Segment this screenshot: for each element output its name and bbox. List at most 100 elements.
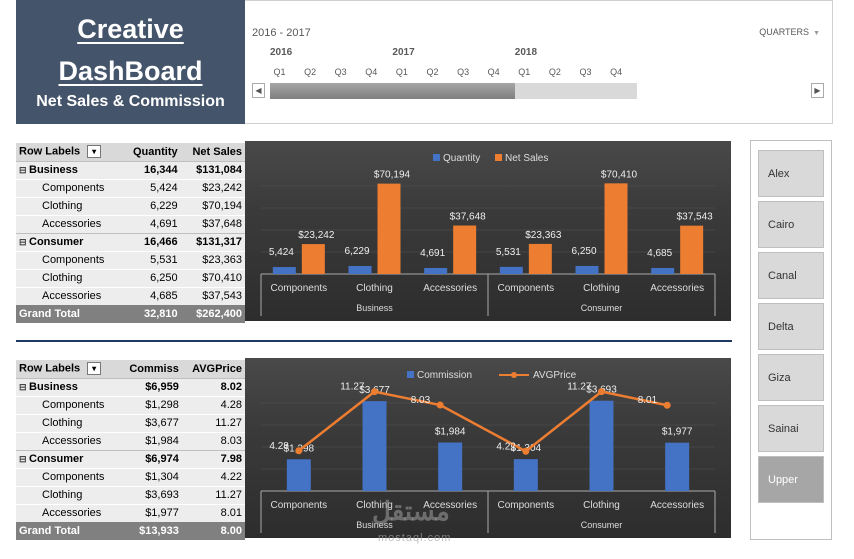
pivot-group-row[interactable]: ⊟ Consumer $6,974 7.98 (16, 449, 245, 468)
timeline-level-dropdown[interactable]: QUARTERS ▼ (759, 27, 820, 37)
net-sales-chart: Quantity Net Sales Components Clothing Acces… (245, 141, 731, 321)
pivot-table-commission: Row Labels ▾ Commiss AVGPrice ⊟ Business $6,95… (16, 360, 245, 540)
pivot-group-row[interactable]: ⊟ Business 16,344 $131,084 (16, 160, 245, 179)
timeline-period-bar[interactable] (270, 83, 301, 99)
data-label: 4,685 (647, 248, 672, 259)
net-sales-bar (528, 243, 552, 274)
timeline-period-bar[interactable] (331, 83, 362, 99)
collapse-icon[interactable]: ⊟ (19, 454, 27, 464)
timeline-period-bar[interactable] (484, 83, 515, 99)
pivot-item-row: Accessories 4,691 $37,648 (16, 214, 245, 233)
region-slicer: Alex Cairo Canal Delta Giza Sainai Upper (750, 140, 832, 540)
slicer-item-upper[interactable]: Upper (758, 456, 824, 503)
data-label: $23,363 (525, 230, 562, 241)
quantity-bar (272, 267, 296, 274)
pivot-item-row: Clothing $3,693 11.27 (16, 485, 245, 504)
avgprice-point (436, 401, 444, 409)
data-label: $23,242 (298, 230, 335, 241)
net-sales-bar (377, 183, 401, 274)
category-label: Accessories (650, 500, 704, 511)
category-label: Components (497, 283, 554, 294)
commission-bar (362, 401, 387, 491)
commission-bar (438, 442, 463, 491)
timeline-period-bar[interactable] (300, 83, 332, 99)
timeline-period-bar[interactable] (576, 83, 607, 99)
collapse-icon[interactable]: ⊟ (19, 237, 27, 247)
row-labels-header: Row Labels ▾ (16, 360, 120, 378)
pivot-item-row: Components 5,424 $23,242 (16, 178, 245, 197)
timeline-slicer[interactable]: 2016 - 2017 QUARTERS ▼ 2016 2017 2018 Q1 Q2 Q… (245, 0, 833, 124)
timeline-quarter-label: Q1 (518, 67, 531, 77)
pivot-item-row: Components 5,531 $23,363 (16, 250, 245, 269)
timeline-period-bar[interactable] (392, 83, 423, 99)
timeline-period-bar[interactable] (545, 83, 576, 99)
slicer-item-sainai[interactable]: Sainai (758, 405, 824, 452)
quantity-bar (499, 266, 523, 274)
timeline-quarter-label: Q3 (334, 67, 347, 77)
title-line-2: DashBoard (58, 56, 203, 86)
pivot-item-row: Accessories 4,685 $37,543 (16, 286, 245, 305)
commission-bar (286, 459, 311, 491)
avgprice-point (295, 447, 303, 455)
slicer-item-cairo[interactable]: Cairo (758, 201, 824, 248)
timeline-period-bar[interactable] (514, 83, 546, 99)
commission-chart: Commission AVGPrice Components Clothing Acce… (245, 358, 731, 538)
column-header: AVGPrice (181, 360, 245, 378)
category-label: Accessories (650, 283, 704, 294)
timeline-range-label: 2016 - 2017 (252, 27, 311, 39)
collapse-icon[interactable]: ⊟ (19, 382, 27, 392)
title-line-1: Creative (77, 14, 184, 44)
group-label: Business (356, 303, 393, 313)
pivot-item-row: Clothing $3,677 11.27 (16, 413, 245, 432)
category-label: Clothing (356, 500, 393, 511)
pivot-header-row: Row Labels ▾ Commiss AVGPrice (16, 360, 245, 378)
avgprice-point (598, 388, 605, 396)
legend-label: AVGPrice (533, 370, 577, 381)
pivot-item-row: Clothing 6,229 $70,194 (16, 196, 245, 215)
timeline-quarter-label: Q1 (273, 67, 286, 77)
net-sales-bar (680, 225, 704, 274)
data-label: 8.01 (638, 395, 658, 406)
pivot-group-row[interactable]: ⊟ Business $6,959 8.02 (16, 377, 245, 396)
timeline-period-bar[interactable] (361, 83, 393, 99)
commission-bar (665, 442, 690, 491)
pivot-item-row: Components $1,304 4.22 (16, 467, 245, 486)
scroll-left-icon[interactable]: ◀ (252, 83, 265, 98)
timeline-quarter-label: Q4 (365, 67, 378, 77)
data-label: $37,648 (450, 212, 487, 223)
grand-total-row: Grand Total $13,933 8.00 (16, 522, 245, 540)
group-label: Business (356, 520, 393, 530)
scroll-right-icon[interactable]: ▶ (811, 83, 824, 98)
quantity-bar (651, 267, 675, 274)
group-label: Consumer (581, 520, 623, 530)
timeline-period-bar[interactable] (453, 83, 485, 99)
slicer-item-canal[interactable]: Canal (758, 252, 824, 299)
pivot-group-row[interactable]: ⊟ Consumer 16,466 $131,317 (16, 232, 245, 251)
data-label: 4.22 (496, 441, 516, 452)
data-label: $70,194 (374, 170, 411, 181)
slicer-item-giza[interactable]: Giza (758, 354, 824, 401)
group-label: Consumer (581, 303, 623, 313)
data-label: $1,977 (662, 427, 693, 438)
quantity-bar (575, 265, 599, 274)
category-label: Clothing (583, 283, 620, 294)
data-label: $37,543 (677, 212, 714, 223)
filter-icon[interactable]: ▾ (87, 362, 102, 376)
commission-bar (589, 400, 614, 491)
timeline-period-bar[interactable] (606, 83, 638, 99)
timeline-quarter-label: Q2 (304, 67, 317, 77)
timeline-period-bar[interactable] (423, 83, 454, 99)
filter-icon[interactable]: ▾ (87, 145, 102, 159)
data-label: 4.28 (269, 441, 289, 452)
net-sales-bar (301, 244, 325, 274)
pivot-item-row: Components $1,298 4.28 (16, 395, 245, 414)
legend-swatch (407, 371, 414, 378)
slicer-item-alex[interactable]: Alex (758, 150, 824, 197)
avgprice-point (371, 388, 378, 396)
timeline-quarter-label: Q2 (548, 67, 561, 77)
slicer-item-delta[interactable]: Delta (758, 303, 824, 350)
watermark-url: mostaql.com (378, 532, 452, 544)
timeline-quarter-label: Q3 (457, 67, 470, 77)
collapse-icon[interactable]: ⊟ (19, 165, 27, 175)
pivot-item-row: Accessories $1,977 8.01 (16, 503, 245, 522)
